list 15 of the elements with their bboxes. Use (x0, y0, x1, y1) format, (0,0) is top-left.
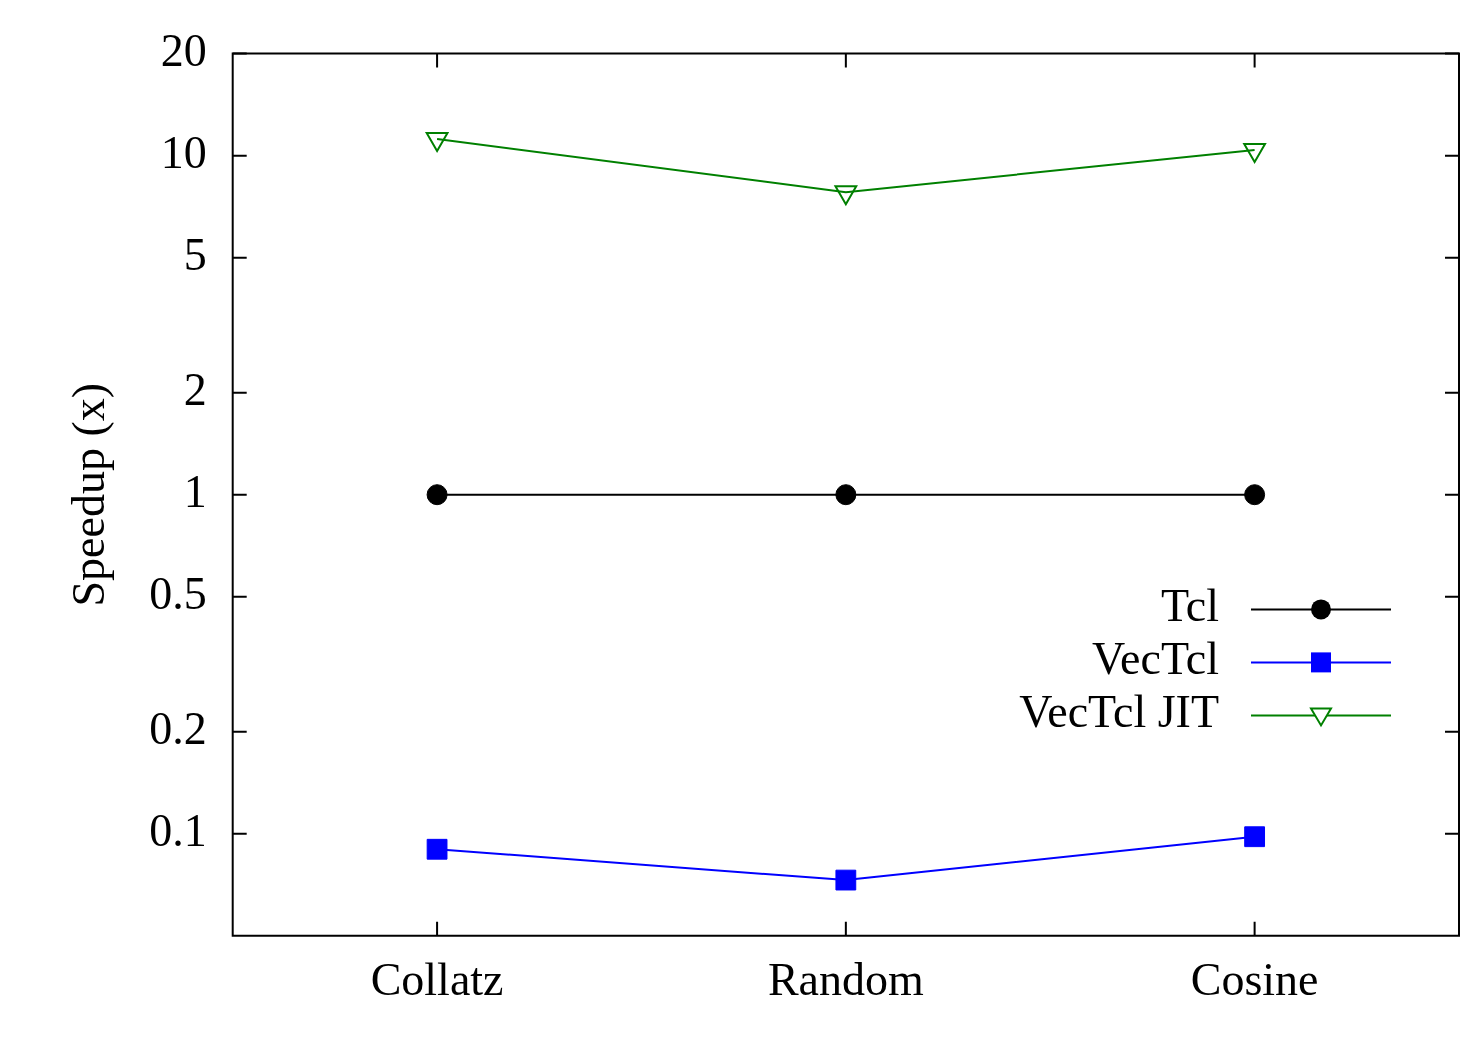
y-tick-label: 0.2 (149, 702, 207, 754)
legend-label: Tcl (1160, 580, 1219, 632)
y-tick-label: 10 (160, 126, 207, 178)
y-tick-label: 5 (183, 228, 207, 280)
x-tick-label: Random (767, 954, 924, 1006)
y-axis-title: Speedup (x) (62, 382, 114, 607)
y-tick-label: 0.5 (149, 567, 207, 619)
y-tick-label: 1 (183, 465, 207, 517)
y-tick-label: 20 (160, 24, 207, 76)
x-tick-label: Cosine (1190, 954, 1319, 1006)
legend-label: VecTcl JIT (1019, 686, 1219, 738)
x-tick-label: Collatz (370, 954, 504, 1006)
legend-label: VecTcl (1091, 633, 1219, 685)
y-tick-label: 0.1 (149, 804, 207, 856)
y-tick-label: 2 (183, 363, 207, 415)
